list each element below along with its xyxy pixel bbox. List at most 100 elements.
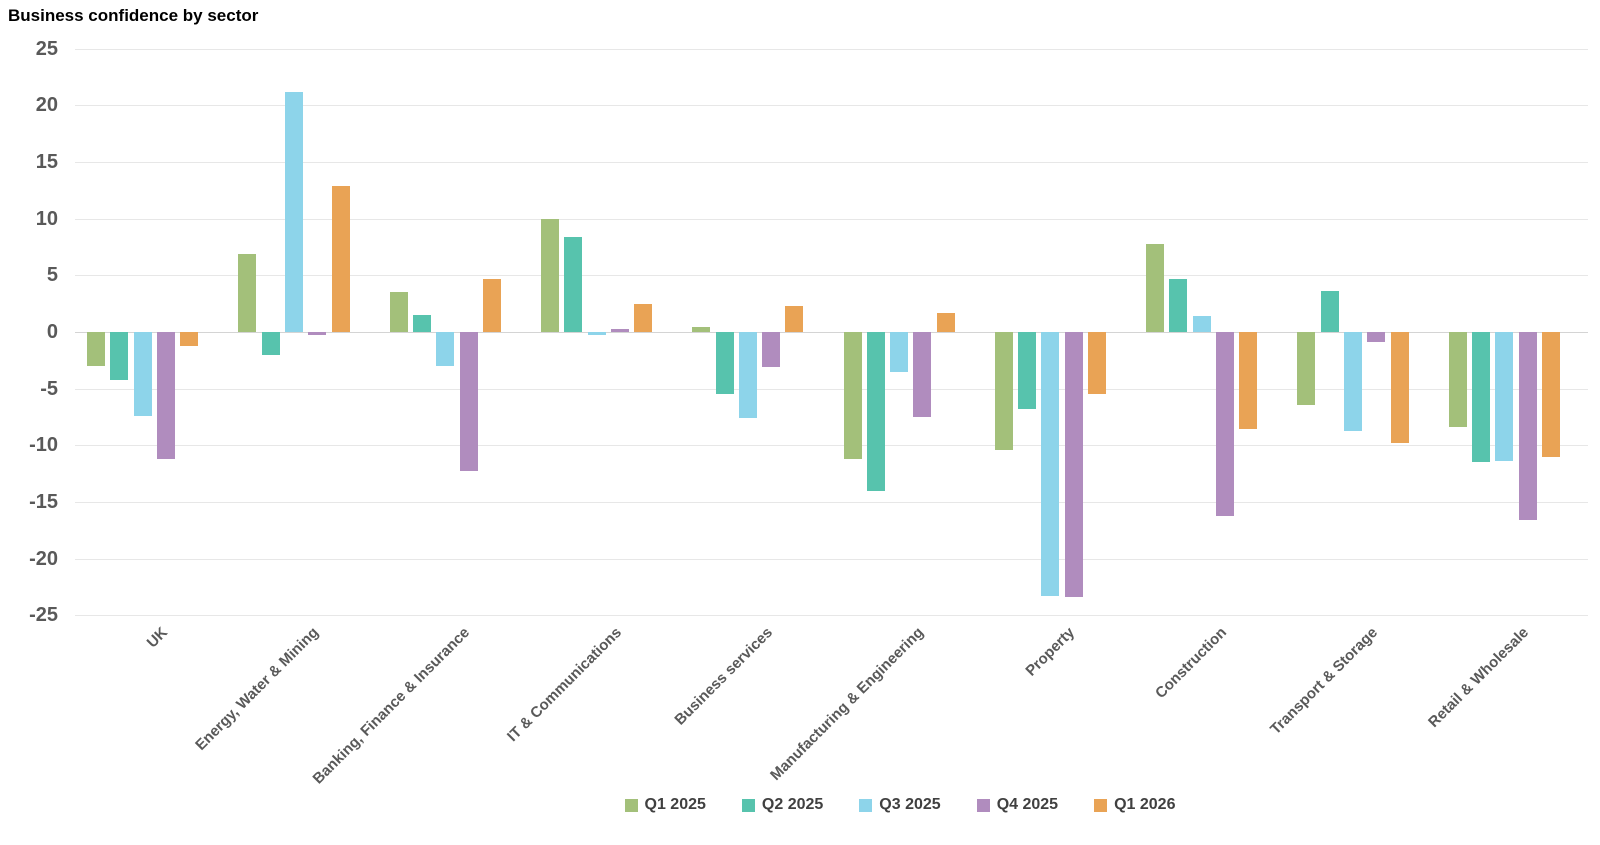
bar[interactable]: [1041, 332, 1060, 596]
y-tick-label: -10: [29, 434, 58, 457]
x-category-label: Business services: [671, 624, 776, 729]
bar[interactable]: [692, 327, 711, 332]
bar[interactable]: [261, 332, 280, 355]
bar[interactable]: [1390, 332, 1409, 444]
gridline: [75, 501, 1588, 503]
gridline: [75, 388, 1588, 390]
bar[interactable]: [843, 332, 862, 459]
bar[interactable]: [1297, 332, 1316, 405]
bar[interactable]: [634, 303, 653, 332]
legend-swatch-icon: [976, 798, 990, 812]
bar[interactable]: [459, 332, 478, 472]
x-category-label: Banking, Finance & Insurance: [309, 624, 474, 788]
legend-label: Q1 2026: [1114, 796, 1176, 813]
legend-item[interactable]: Q1 2026: [1094, 796, 1175, 814]
bar[interactable]: [1344, 332, 1362, 431]
bar[interactable]: [308, 332, 327, 336]
y-tick-label: -20: [29, 547, 58, 570]
bar[interactable]: [87, 332, 105, 366]
zero-axis-line: [75, 332, 1588, 333]
x-category-label: UK: [143, 624, 171, 652]
bar[interactable]: [331, 185, 350, 332]
legend-item[interactable]: Q4 2025: [976, 796, 1059, 814]
bar[interactable]: [1216, 332, 1234, 516]
gridline: [75, 218, 1588, 220]
bar[interactable]: [564, 236, 583, 332]
legend: Q1 2025 Q2 2025 Q3 2025 Q4 2025 Q1 2026: [100, 796, 1600, 814]
y-tick-label: 5: [46, 264, 58, 287]
bar[interactable]: [866, 332, 885, 491]
bar[interactable]: [412, 315, 431, 332]
bar[interactable]: [715, 332, 734, 395]
bar[interactable]: [762, 332, 781, 368]
legend-swatch-icon: [741, 798, 755, 812]
x-category-label: Transport & Storage: [1267, 624, 1382, 738]
bar[interactable]: [1239, 332, 1258, 430]
gridline: [75, 558, 1588, 560]
y-tick-label: 10: [35, 207, 58, 230]
legend-item[interactable]: Q2 2025: [741, 796, 824, 814]
bar[interactable]: [1472, 332, 1490, 463]
legend-swatch-icon: [859, 798, 873, 812]
bar[interactable]: [1495, 332, 1514, 462]
legend-label: Q4 2025: [996, 796, 1059, 813]
x-category-label: IT & Communications: [503, 624, 625, 746]
bar[interactable]: [1320, 291, 1339, 332]
bar[interactable]: [1146, 243, 1165, 332]
bar[interactable]: [238, 253, 257, 332]
bar[interactable]: [1192, 316, 1211, 332]
bar[interactable]: [1018, 332, 1037, 410]
bar[interactable]: [1169, 278, 1188, 332]
legend-label: Q3 2025: [879, 796, 941, 813]
x-category-label: Manufacturing & Engineering: [767, 624, 928, 784]
bar[interactable]: [436, 332, 455, 366]
chart-title: Business confidence by sector: [8, 6, 259, 25]
gridline: [75, 162, 1588, 164]
x-category-label: Construction: [1151, 624, 1230, 703]
legend-label: Q1 2025: [644, 796, 706, 813]
bar[interactable]: [1541, 332, 1560, 457]
bar[interactable]: [389, 292, 408, 332]
y-tick-label: 25: [35, 37, 58, 60]
bar[interactable]: [1518, 332, 1537, 521]
y-tick-label: 15: [35, 151, 58, 174]
y-tick-label: 0: [46, 321, 58, 343]
bar[interactable]: [133, 332, 152, 416]
x-category-label: Retail & Wholesale: [1425, 624, 1533, 731]
y-tick-label: -15: [29, 490, 58, 513]
y-tick-label: -25: [29, 604, 58, 627]
bar[interactable]: [610, 328, 629, 332]
bar[interactable]: [1367, 332, 1386, 343]
bar[interactable]: [540, 218, 559, 332]
gridline: [75, 615, 1588, 617]
legend-item[interactable]: Q3 2025: [859, 796, 941, 814]
gridline: [75, 105, 1588, 107]
bar[interactable]: [994, 332, 1013, 450]
legend-swatch-icon: [624, 798, 638, 812]
bar[interactable]: [738, 332, 757, 419]
legend-swatch-icon: [1094, 798, 1108, 812]
bar[interactable]: [587, 332, 606, 336]
bar[interactable]: [936, 312, 955, 332]
bar[interactable]: [1448, 332, 1467, 428]
bar[interactable]: [1064, 332, 1083, 598]
bar[interactable]: [156, 332, 175, 459]
x-category-label: Energy, Water & Mining: [192, 624, 322, 754]
bar[interactable]: [1088, 332, 1106, 395]
bar[interactable]: [913, 332, 932, 417]
y-tick-label: -5: [40, 377, 58, 400]
bar[interactable]: [785, 305, 804, 332]
legend-label: Q2 2025: [761, 796, 824, 813]
x-category-label: Property: [1022, 624, 1079, 680]
bar[interactable]: [110, 332, 129, 380]
bar[interactable]: [180, 332, 199, 346]
bar[interactable]: [482, 278, 501, 332]
gridline: [75, 48, 1588, 50]
legend-item[interactable]: Q1 2025: [624, 796, 706, 814]
y-tick-label: 20: [35, 94, 58, 117]
gridline: [75, 275, 1588, 277]
bar[interactable]: [284, 91, 303, 332]
bar[interactable]: [890, 332, 909, 372]
gridline: [75, 445, 1588, 447]
